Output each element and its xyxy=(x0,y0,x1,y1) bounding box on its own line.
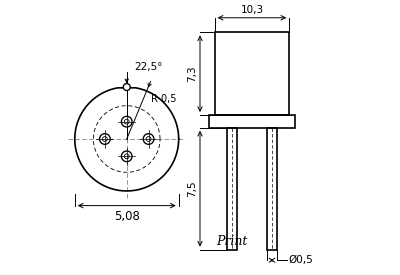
Circle shape xyxy=(122,151,132,162)
Text: R 0,5: R 0,5 xyxy=(151,94,176,104)
Circle shape xyxy=(122,116,132,127)
Text: 7,5: 7,5 xyxy=(187,180,197,197)
Text: 7,3: 7,3 xyxy=(187,65,197,82)
Circle shape xyxy=(100,134,110,144)
Text: Print: Print xyxy=(216,235,247,248)
Text: 10,3: 10,3 xyxy=(240,5,264,15)
Text: Ø0,5: Ø0,5 xyxy=(289,255,314,265)
Circle shape xyxy=(143,134,154,144)
Circle shape xyxy=(123,84,130,90)
Text: 5,08: 5,08 xyxy=(114,210,140,223)
Text: 22,5°: 22,5° xyxy=(135,62,163,72)
